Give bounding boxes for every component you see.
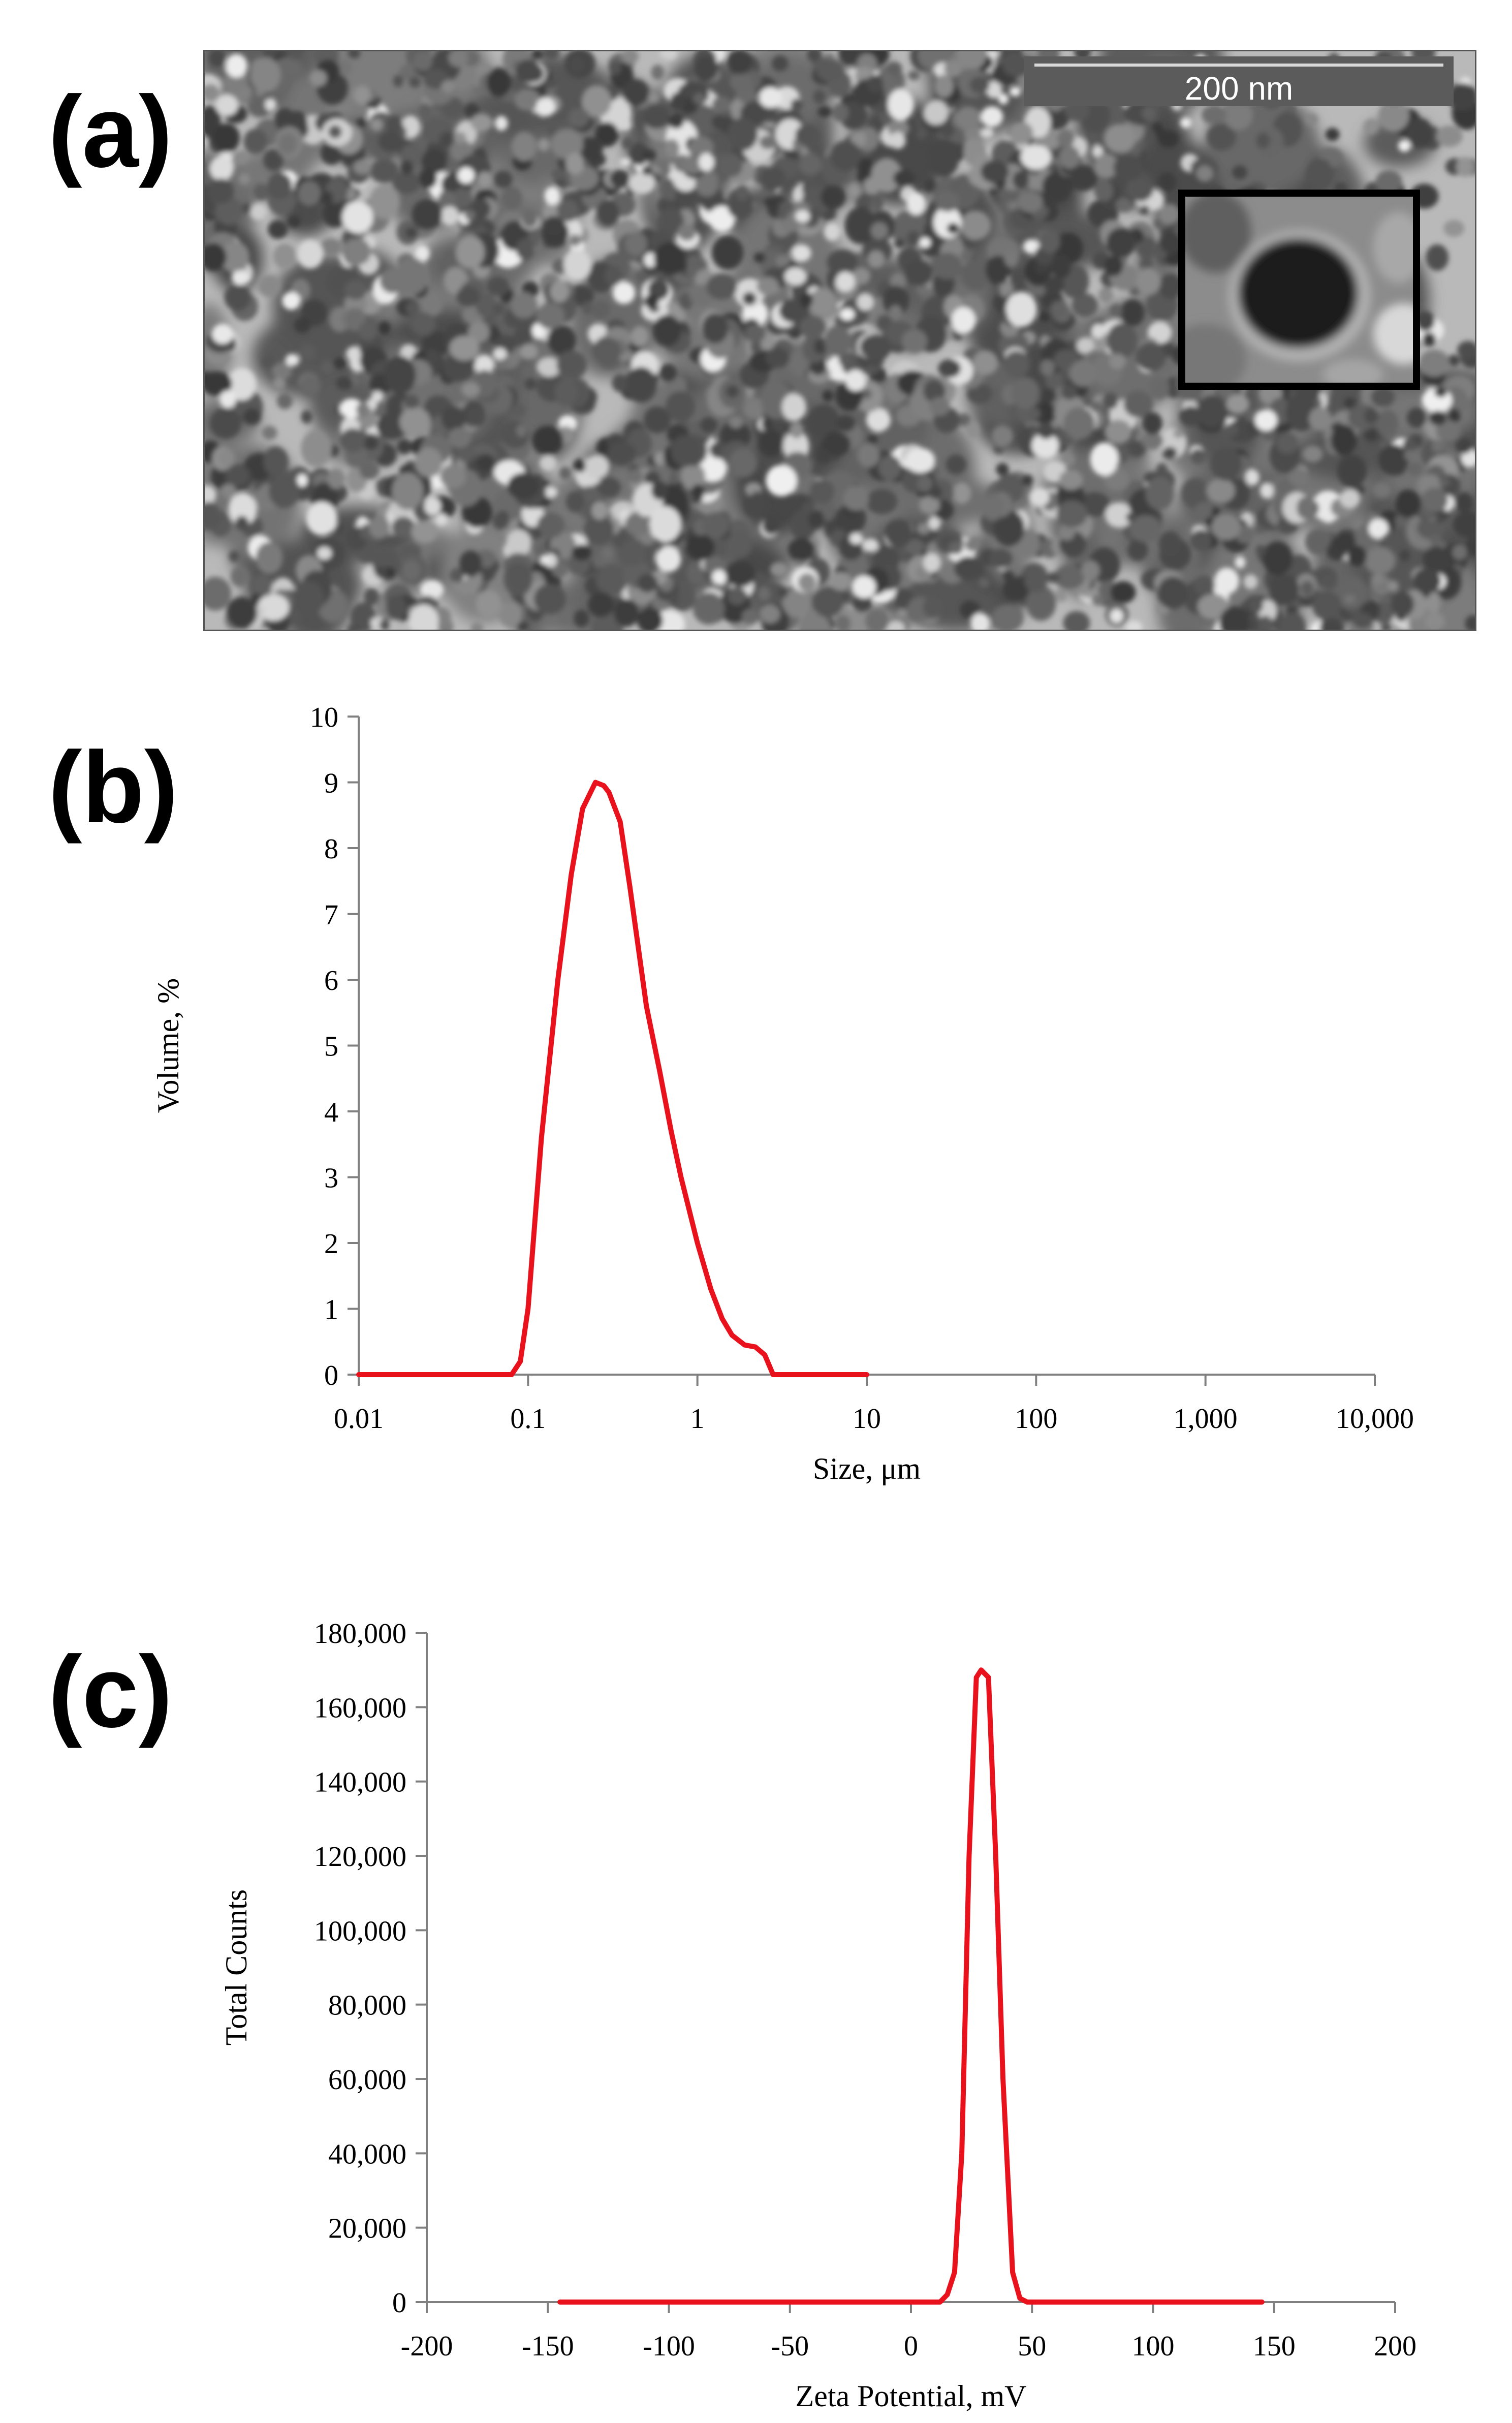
y-tick-label: 20,000 [328, 2213, 406, 2245]
x-tick-label: 200 [1374, 2331, 1416, 2362]
y-tick-label: 9 [324, 768, 338, 799]
panel-c-label: (c) [48, 1635, 173, 1749]
y-tick-label: 40,000 [328, 2138, 406, 2170]
y-tick-label: 1 [324, 1294, 338, 1326]
x-tick-label: 0.1 [510, 1403, 546, 1435]
zeta-chart-x-ticks: -200 -150 -100 -50 0 50 100 150 200 [401, 2302, 1416, 2362]
x-tick-label: 50 [1018, 2331, 1046, 2362]
x-tick-label: -150 [522, 2331, 574, 2362]
scale-bar-label: 200 nm [1184, 70, 1294, 107]
y-tick-label: 6 [324, 965, 338, 997]
zeta-chart-y-label: Total Counts [219, 1889, 253, 2045]
zeta-chart-y-ticks: 0 20,000 40,000 60,000 80,000 100,000 120,000 1… [314, 1618, 427, 2319]
inset-particle-image [1185, 197, 1413, 383]
x-tick-label: 1 [690, 1403, 705, 1435]
y-tick-label: 120,000 [314, 1841, 406, 1873]
x-tick-label: 0 [904, 2331, 918, 2362]
zeta-potential-chart: 0 20,000 40,000 60,000 80,000 100,000 120,000 1… [219, 1618, 1416, 2413]
x-tick-label: -200 [401, 2331, 453, 2362]
x-tick-label: 0.01 [334, 1403, 384, 1435]
size-chart-y-ticks: 0 1 2 3 4 5 6 7 8 9 10 [310, 702, 359, 1391]
panel-a-label: (a) [48, 75, 173, 189]
y-tick-label: 2 [324, 1228, 338, 1260]
size-chart-x-label: Size, μm [813, 1452, 921, 1485]
size-distribution-chart: 0 1 2 3 4 5 6 7 8 9 10 0.01 0.1 1 10 100 1,000 10,000 Si… [151, 702, 1414, 1485]
y-tick-label: 160,000 [314, 1692, 406, 1724]
scale-bar-line [1034, 64, 1443, 67]
size-chart-axes [358, 717, 1375, 1376]
y-tick-label: 180,000 [314, 1618, 406, 1650]
y-tick-label: 140,000 [314, 1767, 406, 1798]
y-tick-label: 4 [324, 1097, 338, 1128]
x-tick-label: 100 [1132, 2331, 1175, 2362]
x-tick-label: 10 [853, 1403, 881, 1435]
size-chart-x-ticks: 0.01 0.1 1 10 100 1,000 10,000 [334, 1375, 1414, 1435]
y-tick-label: 7 [324, 899, 338, 931]
series-line [356, 780, 869, 1377]
y-tick-label: 60,000 [328, 2064, 406, 2096]
x-tick-label: 150 [1253, 2331, 1296, 2362]
y-tick-label: 100,000 [314, 1915, 406, 1947]
y-tick-label: 10 [310, 702, 338, 733]
zeta-chart-series [557, 1667, 1265, 2305]
y-tick-label: 3 [324, 1163, 338, 1194]
y-tick-label: 5 [324, 1031, 338, 1063]
tem-micrograph: 200 nm [203, 50, 1476, 631]
y-tick-label: 80,000 [328, 1990, 406, 2022]
scale-bar: 200 nm [1024, 56, 1454, 107]
x-tick-label: -50 [771, 2331, 809, 2362]
y-tick-label: 0 [324, 1360, 338, 1391]
x-tick-label: -100 [643, 2331, 695, 2362]
panel-b-label: (b) [48, 731, 178, 844]
series-line [557, 1667, 1265, 2305]
y-tick-label: 0 [392, 2287, 406, 2319]
x-tick-label: 100 [1015, 1403, 1057, 1435]
zeta-chart-axes [426, 1633, 1395, 2303]
x-tick-label: 10,000 [1336, 1403, 1414, 1435]
size-chart-y-label: Volume, % [151, 978, 185, 1113]
size-chart-series [356, 780, 869, 1377]
zeta-chart-x-label: Zeta Potential, mV [796, 2379, 1027, 2413]
tem-inset [1178, 190, 1420, 390]
x-tick-label: 1,000 [1174, 1403, 1238, 1435]
y-tick-label: 8 [324, 833, 338, 865]
